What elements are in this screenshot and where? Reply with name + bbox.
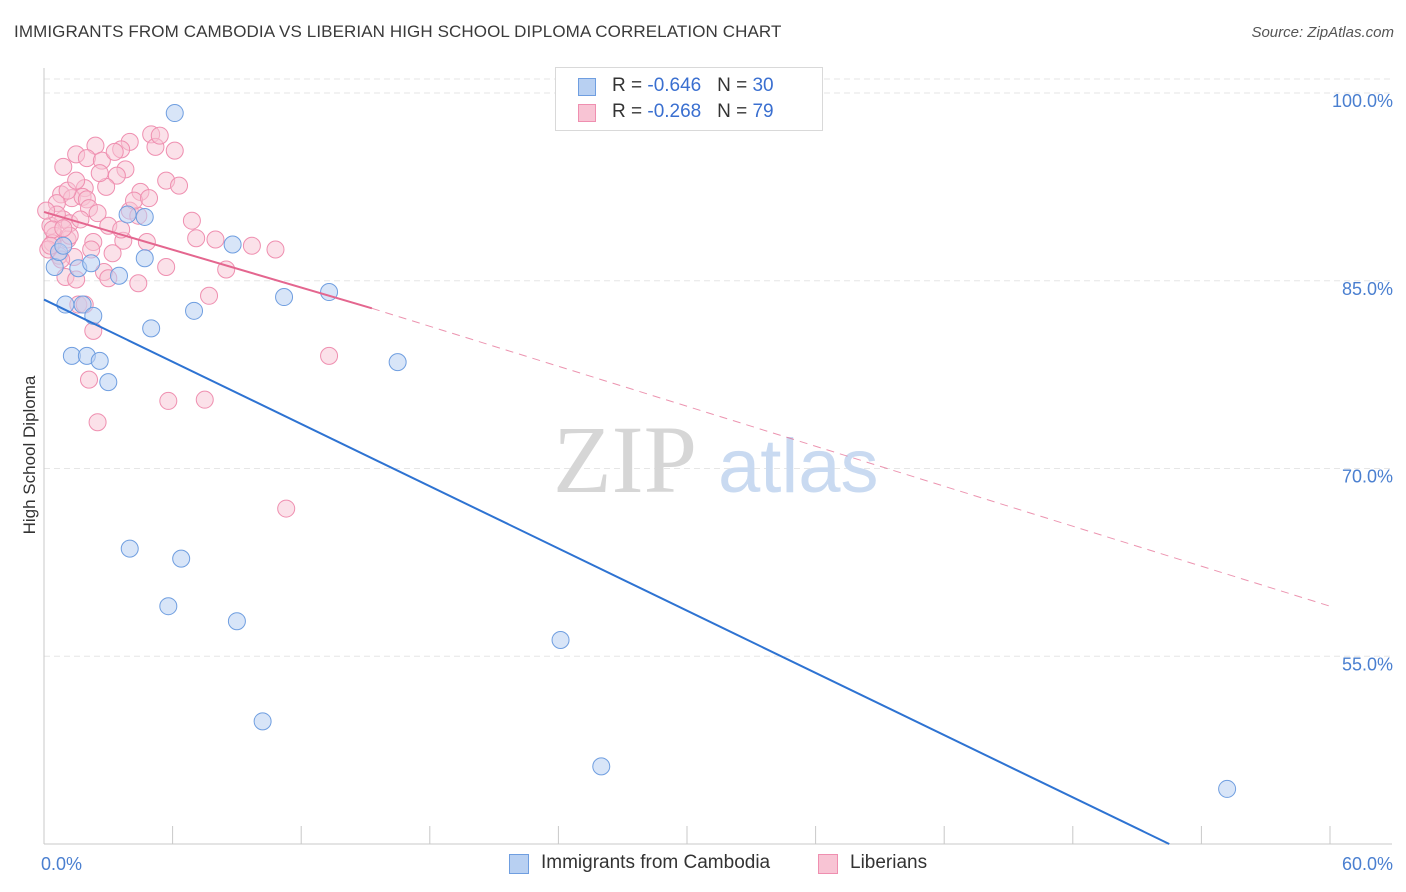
- liberians-point: [200, 286, 219, 305]
- cambodia-point: [551, 630, 570, 649]
- liberians-point: [54, 219, 73, 238]
- liberians-point: [88, 204, 107, 223]
- legend-r-label: R =: [612, 75, 648, 96]
- cambodia-point: [45, 258, 64, 277]
- cambodia-points: [45, 104, 1237, 798]
- cambodia-point: [135, 207, 154, 226]
- liberians-point: [187, 229, 206, 248]
- liberians-point: [182, 211, 201, 230]
- legend-r-value: -0.268: [647, 101, 702, 122]
- liberians-point: [195, 390, 214, 409]
- legend-swatch-cambodia: [509, 854, 529, 874]
- liberians-point: [107, 166, 126, 185]
- cambodia-point: [118, 205, 137, 224]
- cambodia-point: [135, 249, 154, 268]
- liberians-point: [165, 141, 184, 160]
- cambodia-point: [110, 266, 129, 285]
- legend-swatch-liberians: [578, 104, 596, 122]
- legend-n-label: N =: [717, 75, 753, 96]
- correlation-legend: R = -0.646 N = 30 R = -0.268 N = 79: [555, 67, 823, 131]
- liberians-point: [37, 201, 56, 220]
- cambodia-point: [90, 351, 109, 370]
- legend-n-label: N =: [717, 101, 753, 122]
- legend-swatch-liberians: [818, 854, 838, 874]
- liberians-point: [129, 274, 148, 293]
- liberians-point: [88, 413, 107, 432]
- legend-r-label: R =: [612, 101, 648, 122]
- watermark-atlas: atlas: [718, 424, 879, 509]
- cambodia-point: [223, 235, 242, 254]
- liberians-point: [170, 176, 189, 195]
- legend-r-value: -0.646: [647, 75, 702, 96]
- cambodia-point: [275, 288, 294, 307]
- cambodia-point: [253, 712, 272, 731]
- cambodia-point: [185, 301, 204, 320]
- liberians-point: [103, 244, 122, 263]
- liberians-point: [54, 157, 73, 176]
- y-tick-label: 85.0%: [1342, 279, 1393, 299]
- cambodia-point: [142, 319, 161, 338]
- cambodia-point: [159, 597, 178, 616]
- tick-labels: 100.0% 85.0% 70.0% 55.0% 0.0% 60.0%: [41, 91, 1393, 874]
- watermark: ZIP atlas: [553, 406, 879, 513]
- y-tick-label: 70.0%: [1342, 467, 1393, 487]
- cambodia-point: [84, 306, 103, 325]
- cambodia-trend-line: [43, 298, 1170, 845]
- liberians-point: [320, 346, 339, 365]
- legend-n-value: 30: [752, 75, 774, 96]
- x-tick-label: 60.0%: [1342, 854, 1393, 874]
- liberians-point: [67, 171, 86, 190]
- cambodia-point: [82, 254, 101, 273]
- y-tick-label: 55.0%: [1342, 654, 1393, 674]
- liberians-point: [86, 136, 105, 155]
- cambodia-point: [592, 757, 611, 776]
- liberians-points: [37, 125, 339, 518]
- legend-swatch-cambodia: [578, 78, 596, 96]
- source-credit: Source: ZipAtlas.com: [1251, 24, 1394, 41]
- liberians-point: [277, 499, 296, 518]
- cambodia-point: [1218, 779, 1237, 798]
- liberians-trend-line: [43, 210, 373, 310]
- liberians-trend-extension: [371, 307, 1331, 607]
- liberians-point: [242, 236, 261, 255]
- cambodia-point: [62, 346, 81, 365]
- cambodia-point: [165, 104, 184, 123]
- liberians-point: [140, 189, 159, 208]
- legend-n-value: 79: [752, 101, 774, 122]
- liberians-point: [206, 230, 225, 249]
- cambodia-point: [120, 539, 139, 558]
- liberians-point: [266, 240, 285, 259]
- cambodia-point: [73, 295, 92, 314]
- cambodia-point: [172, 549, 191, 568]
- cambodia-point: [54, 236, 73, 255]
- trend-lines: [43, 210, 1331, 845]
- liberians-point: [159, 391, 178, 410]
- gridlines: [44, 78, 1392, 657]
- x-tick-label: 0.0%: [41, 854, 82, 874]
- y-tick-label: 100.0%: [1332, 91, 1393, 111]
- liberians-point: [80, 370, 99, 389]
- cambodia-point: [388, 353, 407, 372]
- liberians-point: [157, 258, 176, 277]
- liberians-point: [77, 149, 96, 168]
- liberians-point: [105, 142, 124, 161]
- legend-label-liberians: Liberians: [850, 852, 928, 873]
- legend-label-cambodia: Immigrants from Cambodia: [541, 852, 771, 873]
- liberians-point: [90, 164, 109, 183]
- cambodia-point: [227, 612, 246, 631]
- liberians-point: [150, 126, 169, 145]
- cambodia-point: [99, 373, 118, 392]
- watermark-zip: ZIP: [553, 406, 697, 513]
- chart-title: IMMIGRANTS FROM CAMBODIA VS LIBERIAN HIG…: [14, 22, 782, 41]
- liberians-point: [84, 321, 103, 340]
